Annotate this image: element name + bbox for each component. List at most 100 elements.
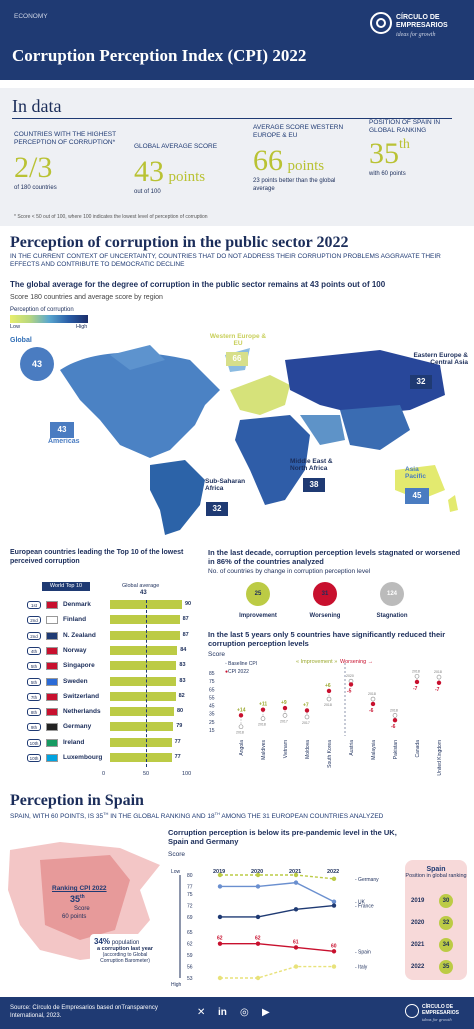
region-label-global: Global xyxy=(10,337,32,344)
cpi2022-dot xyxy=(238,713,244,718)
decade-label: Worsening xyxy=(309,613,341,619)
russia-shape xyxy=(285,350,445,415)
axis-high: High xyxy=(171,982,182,988)
rank-badge: 7th xyxy=(27,692,41,701)
x-tick: 2021 xyxy=(289,869,301,875)
series-name: - Italy xyxy=(355,965,368,971)
spain-value: 62 xyxy=(255,936,261,942)
cpi2022-dot xyxy=(436,680,442,685)
flag-icon xyxy=(46,662,58,671)
spain-value: 61 xyxy=(293,939,299,945)
country-tick: Vietnam xyxy=(283,740,289,758)
worsening-label: Worsening → xyxy=(340,659,374,665)
cpi2022-dot xyxy=(260,707,266,712)
series-line xyxy=(220,942,335,952)
series-dot xyxy=(293,880,299,885)
region-label-eastern-europe: Eastern Europe & Central Asia xyxy=(413,352,468,366)
y-tick: 65 xyxy=(209,687,215,693)
new-zealand-shape xyxy=(448,495,458,512)
instagram-icon[interactable]: ◎ xyxy=(240,1007,249,1018)
youtube-icon[interactable]: ▶ xyxy=(262,1007,270,1018)
series-name: - France xyxy=(355,904,374,910)
top10-chart: 1st Denmark 90 2nd Finland 87 2nd N. Zealand 87 4… xyxy=(10,600,195,770)
cpi2022-dot xyxy=(392,718,398,723)
linkedin-icon[interactable]: in xyxy=(218,1007,227,1018)
public-sector-lead: The global average for the degree of cor… xyxy=(10,280,386,289)
rank-badge: 9th xyxy=(27,723,41,732)
rank-badge: 5th xyxy=(27,677,41,686)
brand-tagline: ideas for growth xyxy=(396,32,436,38)
flag-icon xyxy=(46,677,58,686)
x-tick: 2020 xyxy=(251,869,263,875)
header-banner: ECONOMY Corruption Perception Index (CPI… xyxy=(0,0,474,80)
spain-value: 60 xyxy=(331,943,337,949)
change-label: -6 xyxy=(369,708,374,714)
score-value-spain: 60 points xyxy=(62,914,87,920)
baseline-year: 2018 xyxy=(368,692,376,696)
baseline-dot xyxy=(436,674,442,680)
in-data-heading: In data xyxy=(12,96,62,116)
y-tick: 55 xyxy=(209,695,215,701)
series-line xyxy=(220,965,334,979)
global-average-line xyxy=(146,600,147,767)
rank-badge: 10th xyxy=(27,754,41,762)
series-dot xyxy=(255,975,261,981)
decade-heading: In the last decade, corruption perceptio… xyxy=(208,548,461,566)
decade-label: Stagnation xyxy=(376,613,408,619)
legend-low: Low xyxy=(10,324,21,330)
country-tick: Malaysia xyxy=(371,740,377,760)
top10-box-label: World Top 10 xyxy=(42,582,90,591)
stat-countries: COUNTRIES WITH THE HIGHEST PERCEPTION OF… xyxy=(14,131,116,191)
bar-value: 87 xyxy=(182,616,189,623)
top10-axis-50: 50 xyxy=(143,771,150,777)
section-tag: ECONOMY xyxy=(14,13,48,20)
series-dot xyxy=(217,884,223,889)
rank-badge: 1st xyxy=(27,601,41,609)
baseline-dot xyxy=(392,713,398,718)
y-tick: 15 xyxy=(209,728,215,734)
baseline-dot xyxy=(304,714,310,720)
footer-tagline: ideas for growth xyxy=(422,1017,452,1022)
series-line xyxy=(220,881,335,903)
flag-icon xyxy=(46,646,58,655)
rank-badge: 2nd xyxy=(27,616,41,625)
score-label-spain: Score xyxy=(74,906,90,912)
series-dot xyxy=(293,964,299,969)
region-label-asia-pacific: Asia Pacific xyxy=(405,466,426,480)
divider xyxy=(12,118,452,119)
spain-value: 62 xyxy=(217,936,223,942)
decade-bubble: 25 xyxy=(246,582,270,606)
series-name: - Spain xyxy=(355,949,371,955)
cpi2022-dot xyxy=(348,682,354,687)
twitter-icon[interactable]: ✕ xyxy=(197,1007,206,1018)
in-data-section: In data COUNTRIES WITH THE HIGHEST PERCE… xyxy=(0,88,474,226)
bar xyxy=(110,615,180,625)
stat-spain-position: POSITION OF SPAIN IN GLOBAL RANKING 35th… xyxy=(369,119,441,177)
ranking-label: Ranking CPI 2022 xyxy=(52,885,107,892)
legend-baseline: ◦ Baseline CPI xyxy=(225,661,258,667)
country-label: Ireland xyxy=(63,738,85,746)
y-tick: 77 xyxy=(187,884,193,890)
series-dot xyxy=(217,941,223,946)
score-note: Score 180 countries and average score by… xyxy=(10,294,163,301)
bar-value: 84 xyxy=(180,646,187,653)
region-badge-global: 43 xyxy=(20,347,54,381)
y-tick: 53 xyxy=(187,976,193,982)
region-badge-eastern-europe: 32 xyxy=(410,375,432,389)
ranking-row: 2020 32 xyxy=(411,916,463,930)
series-dot xyxy=(255,914,261,920)
baseline-year: 2017 xyxy=(302,721,310,725)
global-average-value: 43 xyxy=(140,590,147,596)
change-label: +6 xyxy=(325,683,331,689)
series-name: - Germany xyxy=(355,877,379,883)
flag-icon xyxy=(46,738,58,747)
baseline-year: 2018 xyxy=(236,731,244,735)
public-sector-sub: IN THE CURRENT CONTEXT OF UNCERTAINTY, C… xyxy=(10,253,441,268)
series-dot xyxy=(217,914,223,920)
baseline-year: 2018 xyxy=(434,670,442,674)
canada-north-shape xyxy=(110,345,165,370)
footer-source: Source: Círculo de Empresarios based onT… xyxy=(10,1005,158,1019)
rank-badge: 5th xyxy=(27,662,41,671)
rank-badge: 10th xyxy=(27,738,41,747)
global-average-label: Global average xyxy=(122,583,160,589)
